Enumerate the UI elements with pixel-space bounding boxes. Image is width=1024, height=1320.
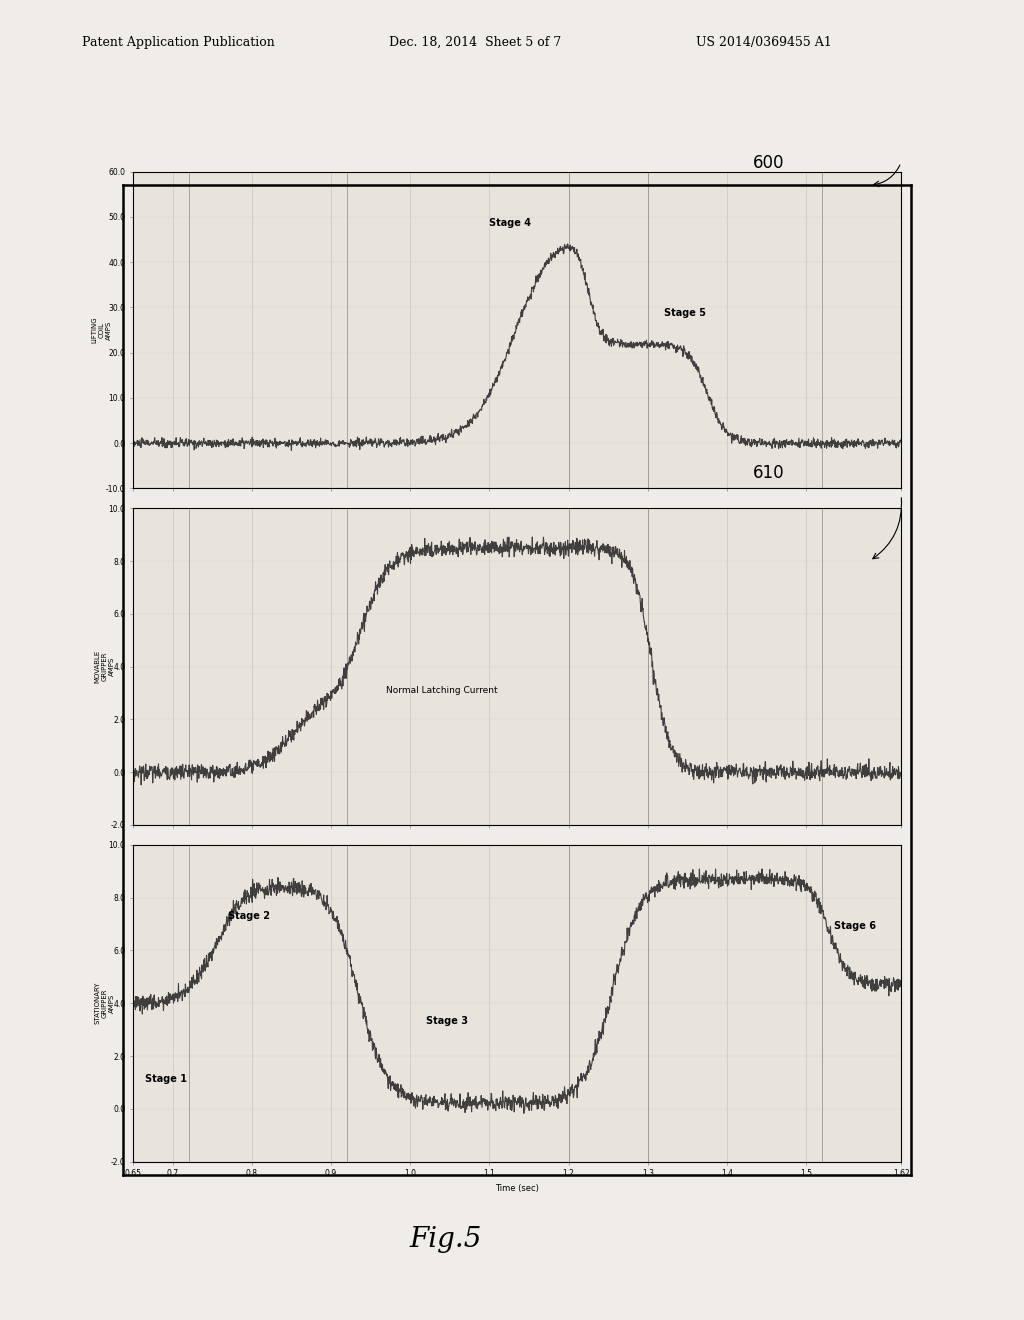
Y-axis label: LIFTING
COIL
AMPS: LIFTING COIL AMPS (92, 317, 112, 343)
Y-axis label: STATIONARY
GRIPPER
AMPS: STATIONARY GRIPPER AMPS (94, 982, 115, 1024)
Text: Stage 5: Stage 5 (664, 309, 706, 318)
Text: Stage 2: Stage 2 (228, 911, 270, 921)
X-axis label: Time (sec): Time (sec) (496, 1184, 539, 1193)
Y-axis label: MOVABLE
GRIPPER
AMPS: MOVABLE GRIPPER AMPS (94, 649, 115, 684)
Text: Stage 3: Stage 3 (426, 1016, 468, 1027)
Text: 600: 600 (753, 153, 784, 172)
Text: Stage 1: Stage 1 (145, 1074, 187, 1085)
Text: US 2014/0369455 A1: US 2014/0369455 A1 (696, 36, 833, 49)
Text: Stage 6: Stage 6 (834, 921, 876, 932)
Text: Dec. 18, 2014  Sheet 5 of 7: Dec. 18, 2014 Sheet 5 of 7 (389, 36, 561, 49)
Text: Fig.5: Fig.5 (410, 1226, 482, 1254)
Text: Patent Application Publication: Patent Application Publication (82, 36, 274, 49)
Text: Stage 4: Stage 4 (489, 218, 531, 228)
Text: Normal Latching Current: Normal Latching Current (386, 686, 498, 696)
Text: 610: 610 (753, 463, 784, 482)
